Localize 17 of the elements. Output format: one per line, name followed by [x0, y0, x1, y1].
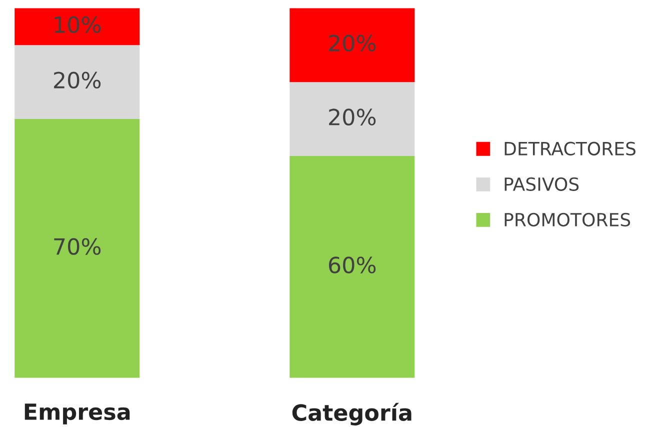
- x-tick-label: Empresa: [24, 404, 130, 424]
- bar: [290, 8, 415, 82]
- x-tick-label: Categoría: [292, 402, 412, 426]
- data-label: 70%: [54, 238, 101, 255]
- bar: [290, 156, 415, 378]
- data-label: 60%: [329, 256, 376, 274]
- data-label: 10%: [54, 16, 101, 34]
- legend-label: DETRACTORES: [504, 142, 636, 156]
- bar: [14, 8, 140, 46]
- data-label: 20%: [54, 72, 101, 89]
- bar: [290, 82, 415, 156]
- bar: [14, 45, 140, 120]
- legend-label: PASIVOS: [504, 177, 579, 191]
- legend-label: PROMOTORES: [504, 212, 630, 227]
- data-label: 20%: [329, 34, 376, 52]
- data-label: 20%: [329, 108, 376, 126]
- bar: [14, 119, 140, 378]
